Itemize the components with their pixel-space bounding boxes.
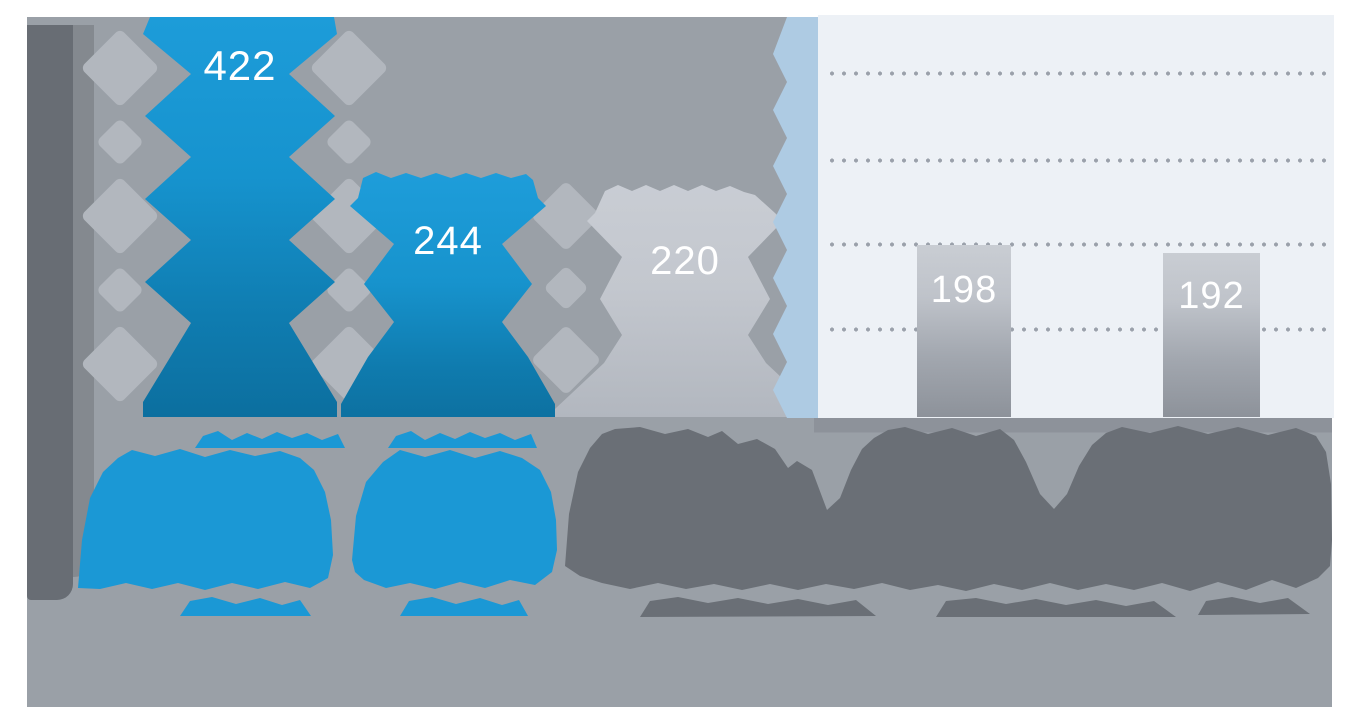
bar-1-value: 422 bbox=[203, 42, 277, 89]
bar-3-value: 220 bbox=[650, 239, 720, 283]
dotted-gridline bbox=[826, 158, 1328, 163]
bar-5-value: 192 bbox=[1178, 275, 1245, 317]
bar-5-gradient bbox=[1163, 253, 1260, 417]
bar-2-blue bbox=[341, 172, 555, 417]
dotted-gridline bbox=[826, 71, 1328, 76]
dotted-gridline bbox=[826, 327, 1328, 332]
bar-4-gradient bbox=[917, 245, 1011, 417]
bar-4-value: 198 bbox=[930, 269, 998, 311]
left-dark-strip bbox=[27, 25, 73, 600]
dotted-gridline bbox=[826, 242, 1328, 247]
bar-2-value: 244 bbox=[413, 219, 483, 263]
gray-field-bottom-right bbox=[814, 417, 1332, 707]
